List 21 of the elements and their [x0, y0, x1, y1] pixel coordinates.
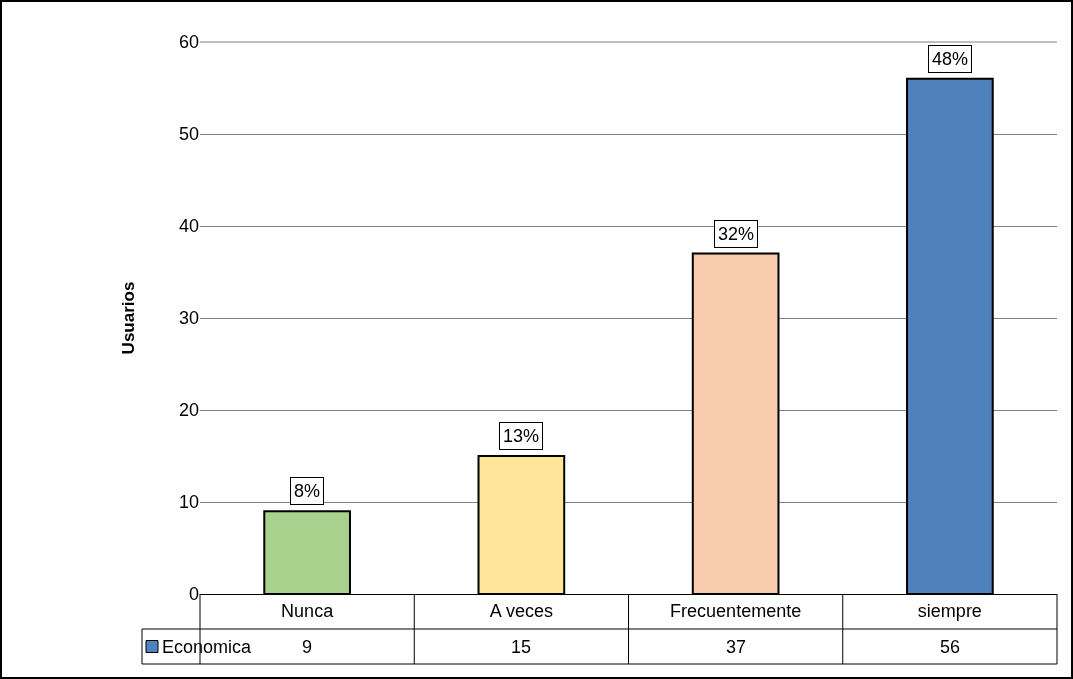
- x-tick-label: A veces: [489, 600, 553, 621]
- legend-label: Economica: [162, 637, 253, 657]
- data-label: 15: [511, 637, 532, 657]
- data-label: 56: [940, 637, 961, 657]
- x-tick-label: siempre: [917, 600, 982, 621]
- x-tick-label: Frecuentemente: [670, 600, 802, 621]
- x-tick-label: Nunca: [281, 600, 335, 621]
- data-label: 37: [726, 637, 747, 657]
- y-tick-label: 20: [178, 400, 199, 421]
- y-tick-label: 50: [178, 124, 199, 145]
- y-tick-label: 40: [178, 216, 199, 237]
- data-label: 9: [302, 637, 313, 657]
- annotation: 8%: [294, 481, 321, 501]
- y-tick-label: 60: [178, 32, 199, 53]
- y-axis-title: Usuarios: [118, 281, 138, 355]
- y-tick-label: 30: [178, 308, 199, 329]
- annotation: 32%: [718, 224, 755, 244]
- annotation: 48%: [932, 49, 969, 69]
- annotation: 13%: [503, 426, 540, 446]
- y-tick-label: 10: [178, 492, 199, 513]
- y-tick-label: 0: [188, 584, 199, 605]
